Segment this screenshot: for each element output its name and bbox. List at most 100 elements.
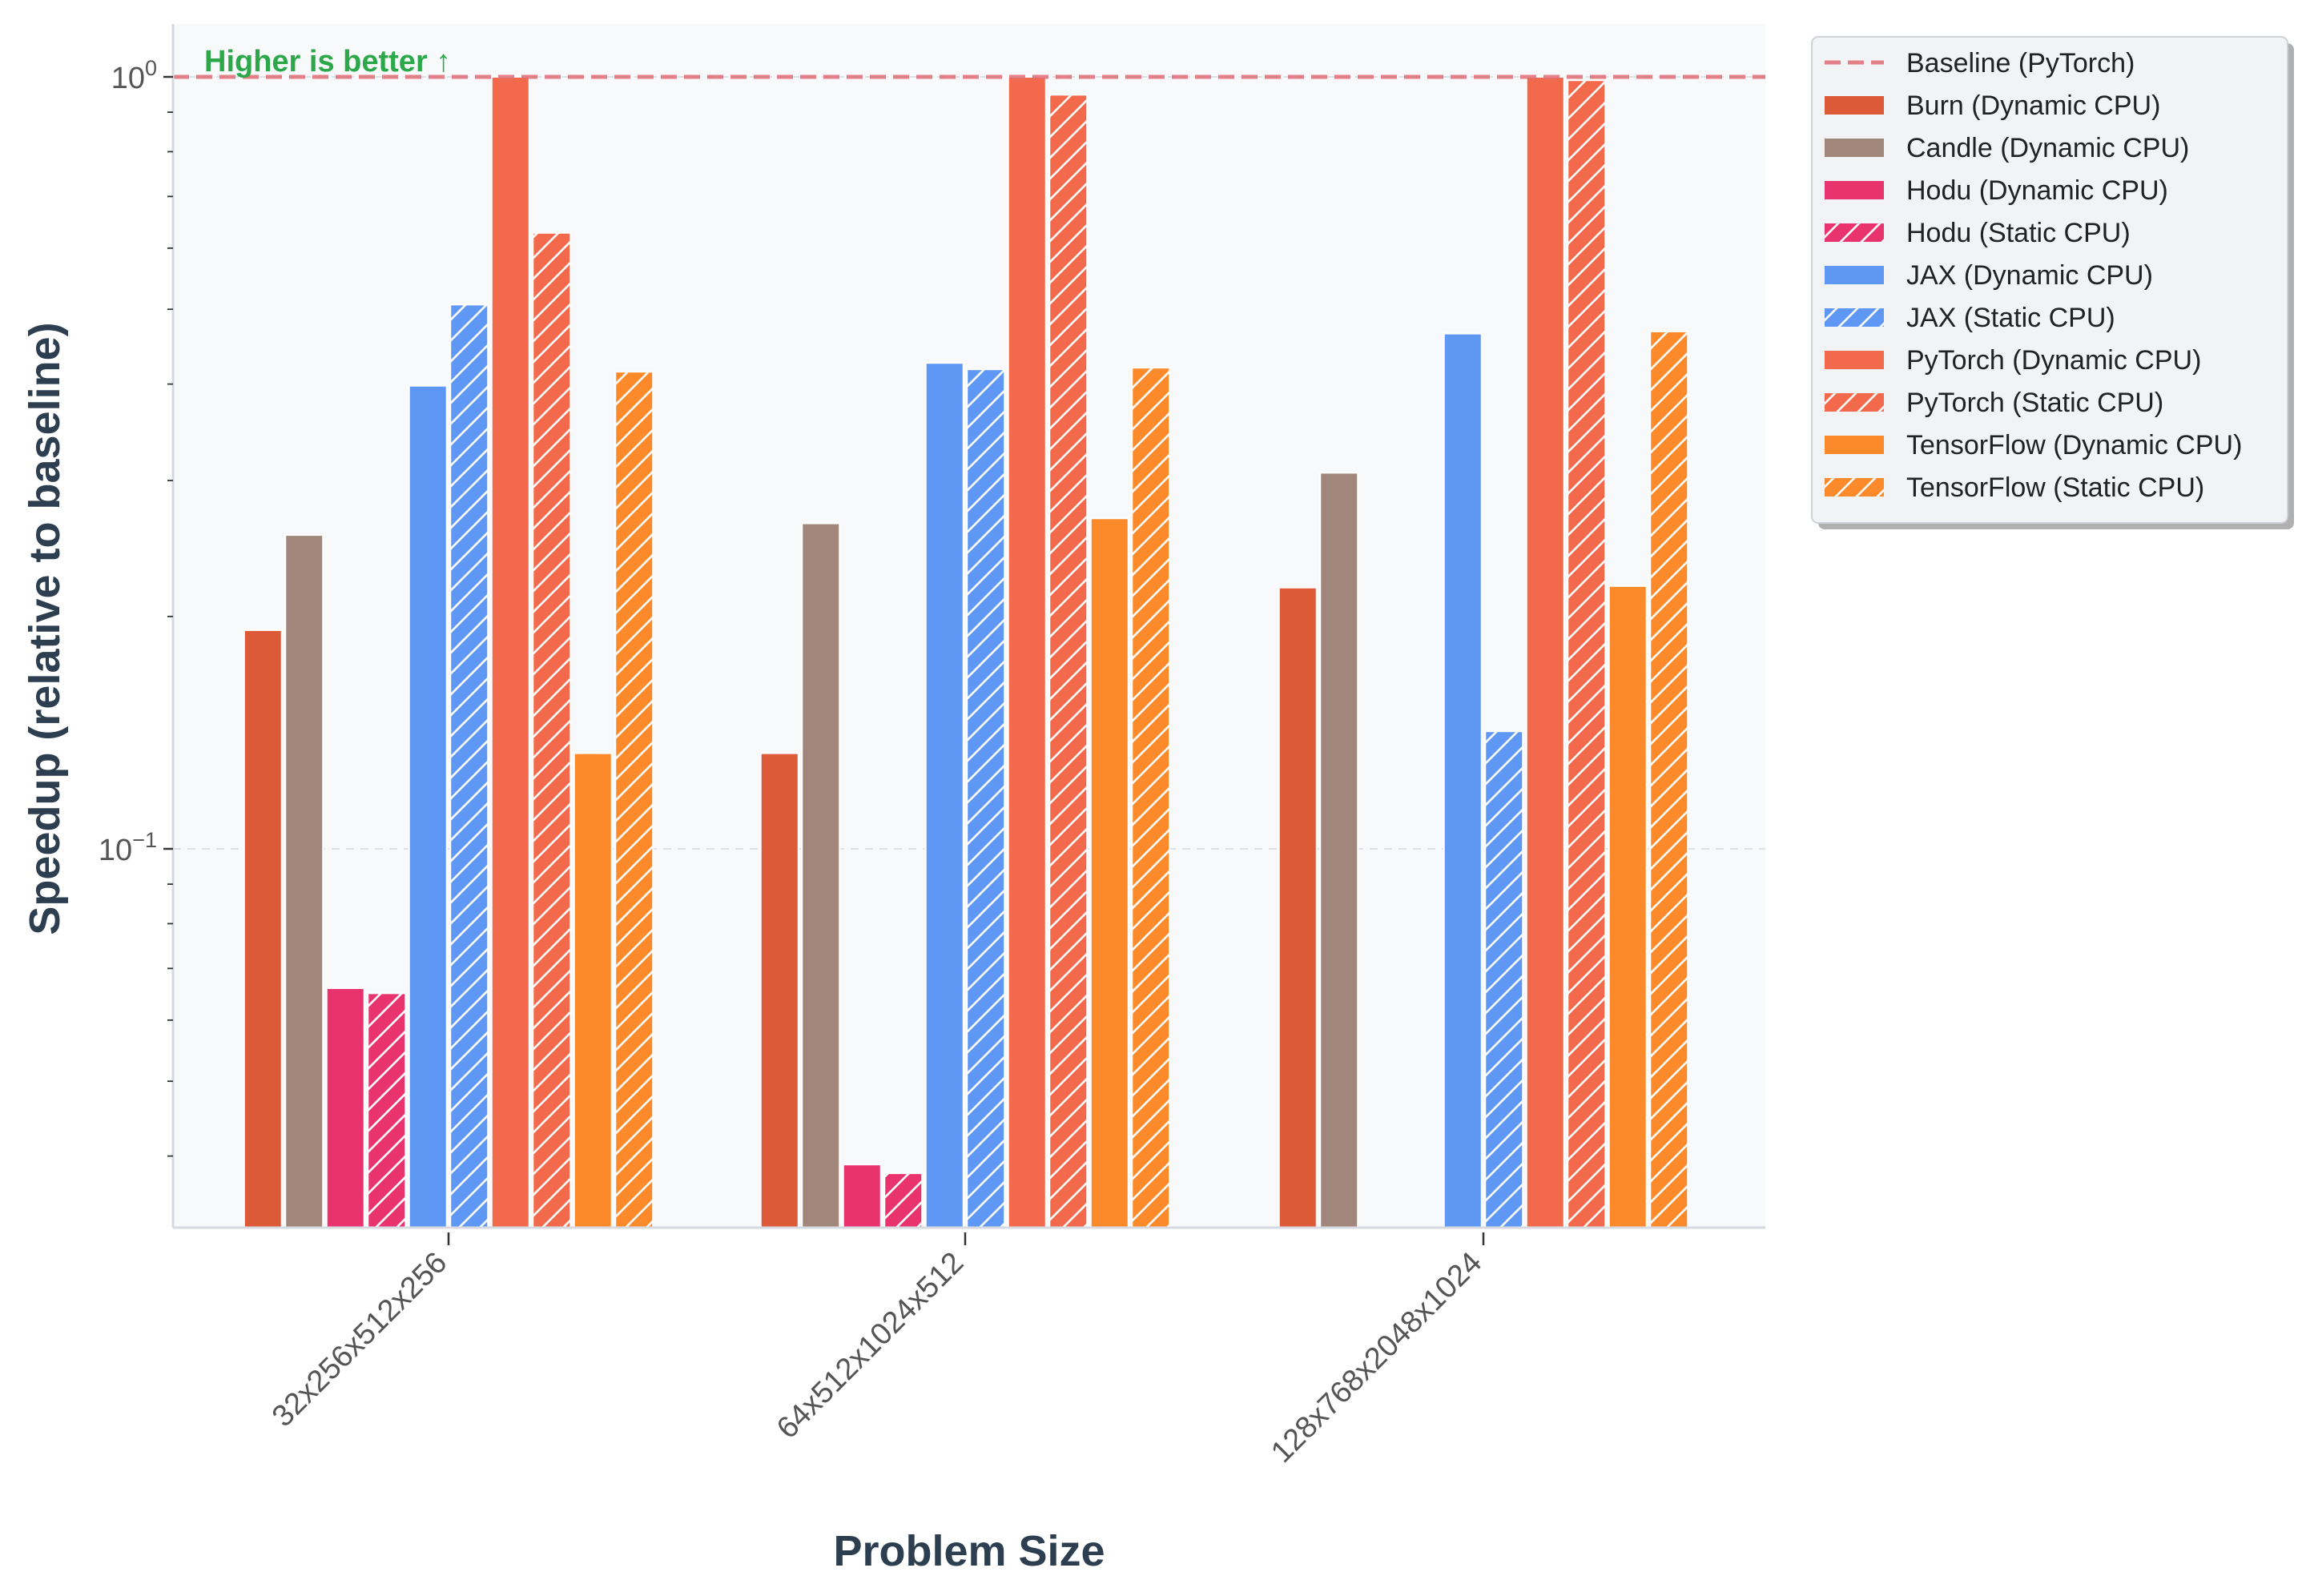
bar-fill [1525,76,1565,1228]
bar-4-2 [1443,332,1483,1229]
bar-fill [325,987,365,1228]
bar-8-2 [1608,585,1648,1228]
bar-fill [573,752,613,1228]
legend-swatch [1825,139,1884,157]
x-tick-label-0: 32x256x512x256 [266,1246,453,1433]
annotation-higher-is-better: Higher is better ↑ [204,45,451,78]
y-tick-label-1: 10−1 [99,828,157,867]
legend-entry-8: PyTorch (Static CPU) [1825,388,2163,418]
bar-hatch [1132,368,1170,1228]
plot-area: Higher is better ↑ [173,24,1765,1229]
bar-hatch [967,369,1005,1228]
bars [243,76,1689,1229]
bar-0-2 [1278,586,1318,1228]
bar-hatch [1049,94,1088,1228]
legend-swatch-hatch [1825,393,1884,412]
legend-swatch-hatch [1825,478,1884,496]
bar-5-0 [449,304,489,1228]
bar-9-0 [614,371,654,1228]
bar-4-0 [408,384,448,1228]
bar-9-1 [1131,367,1171,1228]
bar-hatch [615,372,654,1228]
bar-fill [842,1164,882,1229]
bar-fill [243,629,283,1228]
bar-6-0 [490,76,530,1228]
bar-hatch [884,1173,923,1228]
legend-entry-4: Hodu (Static CPU) [1825,218,2131,248]
bar-hatch [1568,80,1606,1228]
bar-2-0 [325,987,365,1228]
bar-8-1 [1089,517,1129,1228]
legend: Baseline (PyTorch) Burn (Dynamic CPU) Cand… [1811,36,2294,529]
x-tick-label-2: 128x768x2048x1024 [1265,1246,1488,1469]
bar-2-1 [842,1164,882,1229]
legend-entry-5: JAX (Dynamic CPU) [1825,260,2153,291]
legend-swatch [1825,436,1884,454]
x-tick-labels: 32x256x512x256 64x512x1024x512 128x768x204… [266,1232,1488,1469]
bar-hatch [533,232,571,1228]
legend-label-5: JAX (Dynamic CPU) [1906,260,2153,291]
legend-entry-2: Candle (Dynamic CPU) [1825,133,2189,163]
legend-swatch [1825,96,1884,115]
bar-6-2 [1525,76,1565,1228]
bar-hatch [1485,731,1523,1228]
legend-entry-9: TensorFlow (Dynamic CPU) [1825,430,2242,460]
legend-label-4: Hodu (Static CPU) [1906,218,2131,248]
bar-fill [1278,586,1318,1228]
bar-7-2 [1567,79,1607,1229]
bar-7-0 [532,231,572,1229]
bar-3-0 [367,992,407,1229]
bar-3-1 [883,1172,924,1229]
y-axis-title: Speedup (relative to baseline) [21,322,69,935]
legend-label-1: Burn (Dynamic CPU) [1906,90,2160,121]
bar-fill [408,384,448,1228]
legend-label-10: TensorFlow (Static CPU) [1906,472,2204,503]
legend-box [1811,36,2288,524]
bar-7-1 [1048,94,1089,1228]
bar-fill [759,752,799,1228]
bar-5-2 [1484,730,1524,1228]
legend-label-2: Candle (Dynamic CPU) [1906,133,2189,163]
bar-hatch [1650,331,1688,1228]
bar-fill [1443,332,1483,1229]
y-tick-labels: 100 10−1 [99,56,173,1157]
bar-4-1 [924,362,964,1228]
axes [171,24,1765,1229]
legend-entry-0: Baseline (PyTorch) [1825,48,2135,78]
legend-label-0: Baseline (PyTorch) [1906,48,2135,78]
bar-hatch [450,304,489,1228]
legend-label-7: PyTorch (Dynamic CPU) [1906,345,2201,376]
bar-fill [1089,517,1129,1228]
bar-fill [924,362,964,1228]
bar-fill [490,76,530,1228]
bar-hatch [368,993,406,1228]
legend-label-3: Hodu (Dynamic CPU) [1906,175,2168,206]
legend-entry-6: JAX (Static CPU) [1825,303,2115,333]
bar-fill [284,534,324,1228]
legend-label-6: JAX (Static CPU) [1906,303,2115,333]
bar-5-1 [966,368,1006,1229]
legend-entry-3: Hodu (Dynamic CPU) [1825,175,2168,206]
legend-swatch [1825,266,1884,284]
y-tick-label-0: 100 [111,56,157,95]
bar-1-1 [801,522,841,1228]
legend-swatch [1825,351,1884,369]
bar-1-0 [284,534,324,1228]
x-tick-label-1: 64x512x1024x512 [771,1246,970,1445]
bar-6-1 [1007,76,1047,1228]
x-axis-title: Problem Size [833,1527,1105,1575]
legend-entry-7: PyTorch (Dynamic CPU) [1825,345,2201,376]
bar-1-2 [1319,472,1359,1228]
bar-0-1 [759,752,799,1228]
legend-entry-10: TensorFlow (Static CPU) [1825,472,2204,503]
legend-label-8: PyTorch (Static CPU) [1906,388,2163,418]
legend-swatch-hatch [1825,223,1884,242]
bar-fill [1319,472,1359,1228]
bar-fill [1007,76,1047,1228]
legend-label-9: TensorFlow (Dynamic CPU) [1906,430,2242,460]
bar-fill [1608,585,1648,1228]
legend-entry-1: Burn (Dynamic CPU) [1825,90,2160,121]
bar-fill [801,522,841,1228]
bar-0-0 [243,629,283,1228]
